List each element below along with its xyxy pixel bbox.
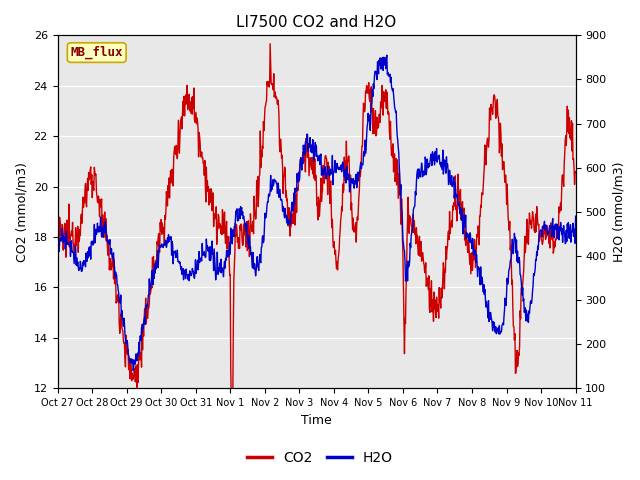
Y-axis label: H2O (mmol/m3): H2O (mmol/m3) — [612, 162, 625, 262]
Legend: CO2, H2O: CO2, H2O — [242, 445, 398, 471]
Title: LI7500 CO2 and H2O: LI7500 CO2 and H2O — [236, 15, 397, 30]
X-axis label: Time: Time — [301, 414, 332, 427]
Text: MB_flux: MB_flux — [70, 46, 123, 59]
Y-axis label: CO2 (mmol/m3): CO2 (mmol/m3) — [15, 162, 28, 262]
